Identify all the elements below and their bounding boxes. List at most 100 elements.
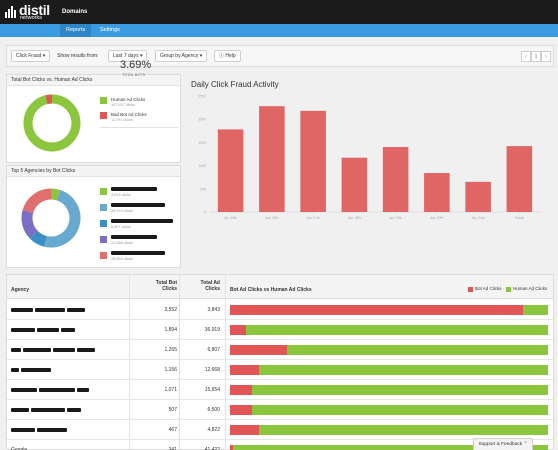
redacted-agency-name bbox=[67, 308, 85, 312]
x-tick-label: Apr 18th bbox=[348, 216, 361, 220]
human-share-bar bbox=[522, 305, 548, 315]
header-agency[interactable]: Agency bbox=[11, 287, 30, 293]
redacted-agency-name bbox=[111, 251, 165, 255]
logo-mark-icon bbox=[5, 6, 16, 18]
ad-clicks-cell: 6,500 bbox=[207, 407, 220, 413]
bot-share-bar bbox=[230, 325, 246, 335]
agency-legend-sub: 3,843 clicks bbox=[111, 193, 131, 197]
table-header-row bbox=[7, 275, 553, 299]
total-bots-percent: 3.69% bbox=[120, 59, 152, 71]
agency-name[interactable]: Google bbox=[11, 447, 28, 450]
agency-legend-swatch bbox=[100, 204, 107, 211]
logo-sub: networks bbox=[20, 15, 43, 21]
legend-human-sub: 307,837 clicks bbox=[111, 103, 136, 107]
donut-human-slice bbox=[23, 94, 81, 152]
x-tick-label: Apr 19th bbox=[389, 216, 402, 220]
chart-bar[interactable] bbox=[424, 173, 450, 212]
support-feedback-button[interactable]: Support & Feedback ⌃ bbox=[473, 438, 533, 450]
legend-bot-swatch bbox=[468, 287, 473, 292]
human-share-bar bbox=[258, 425, 548, 435]
panel-title: Total Bot Clicks vs. Human Ad Clicks bbox=[7, 75, 180, 86]
pager-page[interactable]: 1 bbox=[531, 51, 541, 62]
header-bot-clicks[interactable]: Total Bot Clicks bbox=[155, 280, 177, 292]
tab-reports[interactable]: Reports bbox=[60, 24, 92, 37]
y-tick-label: 0 bbox=[204, 211, 206, 215]
column-divider bbox=[129, 275, 130, 450]
pager-next-button[interactable]: › bbox=[541, 51, 551, 62]
column-divider bbox=[179, 275, 180, 450]
legend-human-swatch bbox=[506, 287, 511, 292]
redacted-agency-name bbox=[11, 348, 21, 352]
human-share-bar bbox=[245, 325, 548, 335]
tab-settings[interactable]: Settings bbox=[100, 27, 120, 33]
range-dropdown[interactable]: Last 7 days ▾ bbox=[108, 50, 148, 62]
bot-share-bar bbox=[230, 405, 253, 415]
table-row[interactable]: 1,894 36,919 bbox=[7, 320, 553, 340]
pager-prev-button[interactable]: ‹ bbox=[521, 51, 531, 62]
header-bar: Bot Ad Clicks vs Human Ad Clicks bbox=[230, 287, 312, 293]
chart-bar[interactable] bbox=[382, 147, 409, 212]
bot-clicks-cell: 1,894 bbox=[164, 327, 177, 333]
y-tick-label: 1000 bbox=[198, 164, 206, 168]
y-tick-label: 500 bbox=[200, 187, 206, 191]
bot-clicks-cell: 1,265 bbox=[164, 347, 177, 353]
bot-vs-human-donut bbox=[23, 94, 81, 152]
chevron-down-icon: ▾ bbox=[42, 53, 46, 59]
domains-link[interactable]: Domains bbox=[62, 9, 88, 15]
redacted-agency-name bbox=[23, 348, 51, 352]
distil-logo[interactable]: distil networks bbox=[4, 2, 56, 21]
table-row[interactable]: 1,265 6,807 bbox=[7, 340, 553, 360]
table-row[interactable]: 3,552 3,843 bbox=[7, 300, 553, 320]
help-button[interactable]: ⓘ Help bbox=[214, 50, 241, 62]
total-bots-label: TOTAL BOTS bbox=[122, 73, 146, 77]
legend-bot-label: Bot Ad Clicks bbox=[475, 286, 502, 291]
panel-title: Top 5 Agencies by Bot Clicks bbox=[7, 166, 180, 177]
human-share-bar bbox=[258, 365, 548, 375]
table-row[interactable]: 1,071 15,654 bbox=[7, 380, 553, 400]
header-ad-clicks[interactable]: Total Ad Clicks bbox=[200, 280, 220, 292]
bot-clicks-cell: 3,552 bbox=[164, 307, 177, 313]
ad-clicks-cell: 36,919 bbox=[204, 327, 220, 333]
bot-clicks-cell: 1,071 bbox=[164, 387, 177, 393]
y-tick-label: 2000 bbox=[198, 118, 206, 122]
group-value: Group by Agency bbox=[160, 53, 199, 59]
table-row[interactable]: Google 341 41,422 bbox=[7, 440, 553, 450]
y-tick-label: 1500 bbox=[198, 141, 206, 145]
agency-legend-swatch bbox=[100, 188, 107, 195]
bot-clicks-cell: 341 bbox=[168, 447, 177, 450]
table-row[interactable]: 507 6,500 bbox=[7, 400, 553, 420]
table-row[interactable]: 467 4,822 bbox=[7, 420, 553, 440]
chart-bar[interactable] bbox=[465, 181, 491, 212]
human-share-bar bbox=[287, 345, 548, 355]
chart-bar[interactable] bbox=[506, 146, 533, 212]
redacted-agency-name bbox=[35, 308, 65, 312]
chart-bar[interactable] bbox=[341, 157, 368, 212]
agency-legend-swatch bbox=[100, 236, 107, 243]
legend-human-swatch bbox=[100, 97, 107, 104]
redacted-agency-name bbox=[53, 348, 75, 352]
chart-bar[interactable] bbox=[259, 106, 285, 212]
ad-clicks-cell: 12,668 bbox=[204, 367, 220, 373]
redacted-agency-name bbox=[77, 388, 89, 392]
ad-clicks-cell: 6,807 bbox=[207, 347, 220, 353]
legend-bot-swatch bbox=[100, 112, 107, 119]
report-type-dropdown[interactable]: Click Fraud ▾ bbox=[11, 50, 51, 62]
results-label: Show results from: bbox=[57, 53, 99, 59]
bot-share-bar bbox=[230, 425, 259, 435]
table-row[interactable]: 1,156 12,668 bbox=[7, 360, 553, 380]
chart-bar[interactable] bbox=[300, 110, 326, 212]
y-tick-label: 2500 bbox=[198, 95, 206, 99]
bot-share-bar bbox=[230, 385, 253, 395]
group-dropdown[interactable]: Group by Agency ▾ bbox=[155, 50, 208, 62]
chevron-down-icon: ▾ bbox=[139, 53, 143, 59]
x-tick-label: Apr 17th bbox=[307, 216, 320, 220]
x-tick-label: Apr 16th bbox=[265, 216, 278, 220]
sub-nav: Reports Settings bbox=[0, 24, 558, 37]
redacted-agency-name bbox=[39, 388, 75, 392]
chart-bar[interactable] bbox=[217, 129, 244, 212]
agency-legend-sub: 15,654 clicks bbox=[111, 257, 133, 261]
redacted-agency-name bbox=[11, 308, 33, 312]
ad-clicks-cell: 15,654 bbox=[204, 387, 220, 393]
legend-human-label: Human Ad Clicks bbox=[513, 286, 548, 291]
top-agencies-panel: Top 5 Agencies by Bot Clicks 3,843 click… bbox=[6, 165, 181, 268]
